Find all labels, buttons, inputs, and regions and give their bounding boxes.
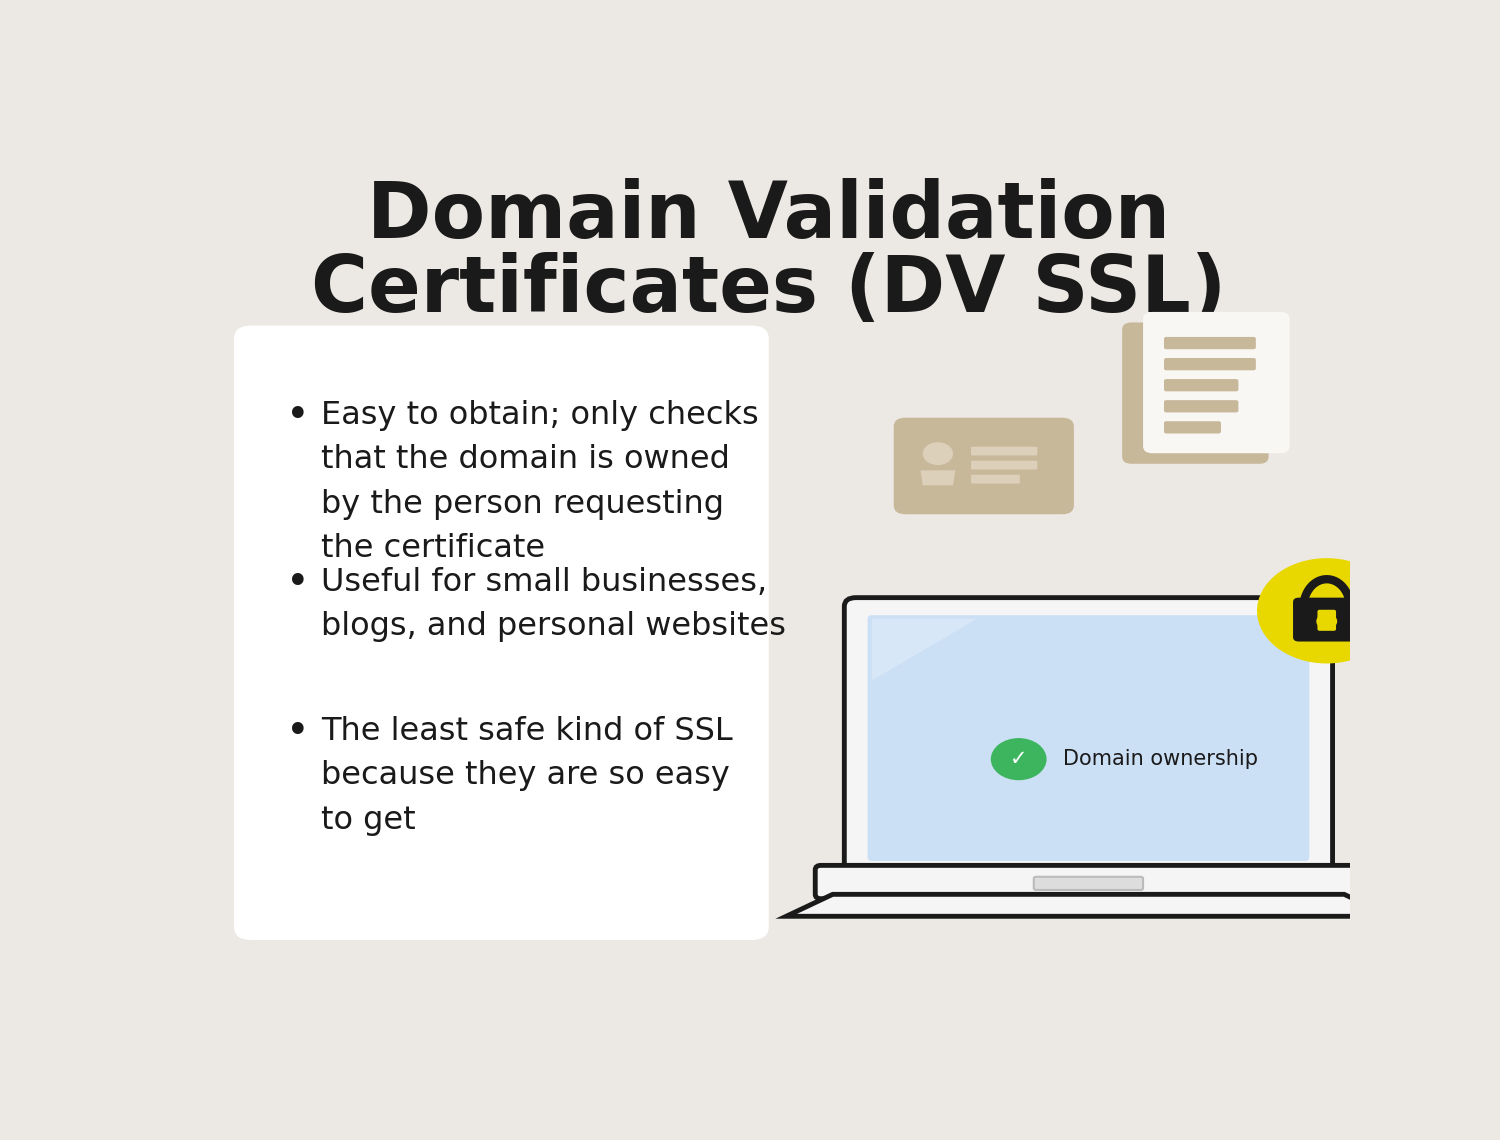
Circle shape xyxy=(922,442,952,465)
FancyBboxPatch shape xyxy=(970,461,1038,470)
Circle shape xyxy=(1257,559,1396,663)
FancyBboxPatch shape xyxy=(1034,877,1143,890)
Text: •: • xyxy=(286,711,310,751)
Text: Certificates (DV SSL): Certificates (DV SSL) xyxy=(310,252,1227,328)
FancyBboxPatch shape xyxy=(867,616,1310,861)
FancyBboxPatch shape xyxy=(1164,400,1239,413)
FancyBboxPatch shape xyxy=(844,597,1332,879)
FancyBboxPatch shape xyxy=(816,865,1362,898)
FancyBboxPatch shape xyxy=(1164,421,1221,433)
FancyBboxPatch shape xyxy=(234,326,768,940)
FancyBboxPatch shape xyxy=(970,474,1020,483)
FancyBboxPatch shape xyxy=(1317,610,1336,630)
Text: Useful for small businesses,
blogs, and personal websites: Useful for small businesses, blogs, and … xyxy=(321,567,786,642)
Circle shape xyxy=(992,738,1047,780)
FancyBboxPatch shape xyxy=(1143,312,1290,454)
Text: Easy to obtain; only checks
that the domain is owned
by the person requesting
th: Easy to obtain; only checks that the dom… xyxy=(321,400,759,564)
FancyBboxPatch shape xyxy=(894,417,1074,514)
Text: The least safe kind of SSL
because they are so easy
to get: The least safe kind of SSL because they … xyxy=(321,716,734,836)
FancyBboxPatch shape xyxy=(1122,323,1269,464)
Polygon shape xyxy=(921,471,956,486)
Text: Domain ownership: Domain ownership xyxy=(1064,749,1258,770)
FancyBboxPatch shape xyxy=(1164,380,1239,391)
Circle shape xyxy=(1317,613,1336,629)
Text: •: • xyxy=(286,396,310,435)
FancyBboxPatch shape xyxy=(1164,337,1256,349)
FancyBboxPatch shape xyxy=(970,447,1038,456)
Polygon shape xyxy=(871,619,976,681)
FancyBboxPatch shape xyxy=(1293,597,1360,642)
FancyBboxPatch shape xyxy=(1164,358,1256,370)
Text: •: • xyxy=(286,562,310,603)
Text: Domain Validation: Domain Validation xyxy=(368,178,1170,254)
Polygon shape xyxy=(786,895,1390,917)
Text: ✓: ✓ xyxy=(1010,749,1028,770)
